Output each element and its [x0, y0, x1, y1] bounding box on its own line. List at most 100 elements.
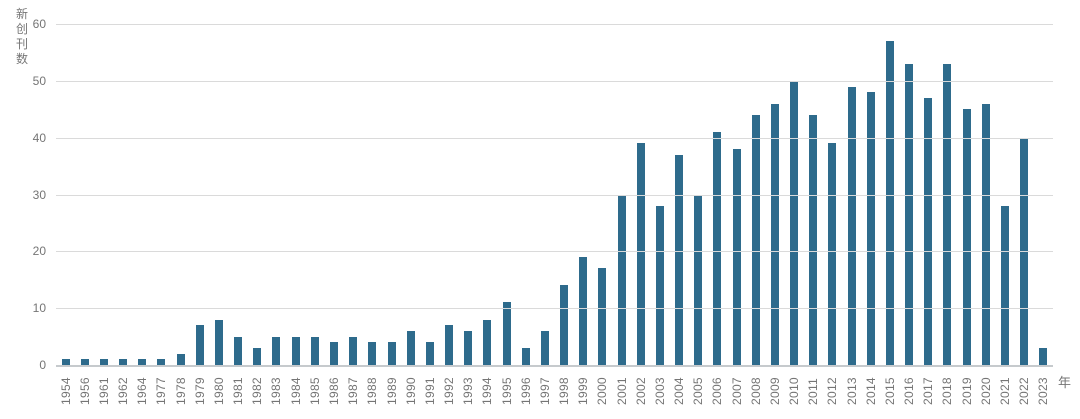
y-tick-label: 20: [32, 244, 46, 259]
plot-area: [56, 24, 1053, 367]
bar: [905, 63, 914, 365]
x-tick-column: 2019: [957, 371, 976, 405]
x-tick-column: 2011: [804, 371, 823, 405]
x-tick-label: 2018: [940, 377, 955, 405]
x-tick-column: 1999: [574, 371, 593, 405]
bar: [99, 359, 108, 365]
bar-column: [286, 24, 305, 365]
x-tick-column: 1987: [344, 371, 363, 405]
bar: [790, 80, 799, 365]
x-tick-label: 2011: [806, 377, 821, 405]
bar: [119, 359, 128, 365]
bar-column: [823, 24, 842, 365]
bar: [885, 41, 894, 365]
bar: [214, 319, 223, 365]
x-tick-label: 2010: [787, 377, 802, 405]
x-tick-label: 1962: [116, 377, 131, 405]
bar-column: [114, 24, 133, 365]
x-tick-label: 1978: [173, 377, 188, 405]
x-tick-column: 2023: [1034, 371, 1053, 405]
bar: [502, 302, 511, 365]
x-tick-label: 1998: [557, 377, 572, 405]
x-tick-label: 2015: [882, 377, 897, 405]
x-tick-column: 2021: [995, 371, 1014, 405]
bar-column: [478, 24, 497, 365]
bar-column: [900, 24, 919, 365]
x-tick-label: 1992: [442, 377, 457, 405]
bar: [138, 359, 147, 365]
x-tick-label: 1991: [422, 377, 437, 405]
x-tick-column: 1990: [401, 371, 420, 405]
y-tick-label: 10: [32, 301, 46, 316]
gridline: [56, 80, 1053, 82]
x-tick-column: 2013: [842, 371, 861, 405]
bar-column: [152, 24, 171, 365]
x-tick-label: 2022: [1017, 377, 1032, 405]
x-tick-label: 2001: [614, 377, 629, 405]
bar: [962, 109, 971, 365]
x-tick-column: 2012: [823, 371, 842, 405]
bar-column: [94, 24, 113, 365]
bar: [195, 325, 204, 365]
bar-column: [133, 24, 152, 365]
bar: [329, 342, 338, 365]
bar-column: [727, 24, 746, 365]
x-tick-column: 1956: [75, 371, 94, 405]
x-tick-label: 1961: [96, 377, 111, 405]
bar-column: [535, 24, 554, 365]
x-tick-column: 1998: [554, 371, 573, 405]
bar: [483, 319, 492, 365]
x-tick-label: 1987: [346, 377, 361, 405]
bar: [675, 154, 684, 365]
x-axis-title: 年: [1058, 375, 1072, 390]
x-tick-label: 1993: [461, 377, 476, 405]
bar: [310, 336, 319, 365]
bar: [521, 347, 530, 365]
x-tick-label: 1985: [307, 377, 322, 405]
x-tick-label: 1982: [250, 377, 265, 405]
x-tick-label: 1964: [135, 377, 150, 405]
x-tick-column: 2004: [670, 371, 689, 405]
x-tick-label: 2008: [748, 377, 763, 405]
bar: [234, 336, 243, 365]
bar-column: [229, 24, 248, 365]
x-tick-column: 2006: [708, 371, 727, 405]
bar-column: [459, 24, 478, 365]
x-tick-label: 2000: [595, 377, 610, 405]
x-tick-label: 1996: [518, 377, 533, 405]
x-tick-column: 1986: [324, 371, 343, 405]
x-tick-column: 1995: [497, 371, 516, 405]
x-tick-label: 2021: [998, 377, 1012, 405]
x-tick-column: 1984: [286, 371, 305, 405]
bar: [847, 86, 856, 365]
bar-column: [516, 24, 535, 365]
bar: [981, 103, 990, 365]
bar: [828, 143, 837, 365]
y-tick-label: 60: [32, 17, 46, 31]
y-tick-label: 50: [32, 73, 46, 88]
bar: [924, 97, 933, 365]
x-tick-label: 1989: [384, 377, 399, 405]
x-tick-column: 2016: [900, 371, 919, 405]
bar: [1039, 347, 1048, 365]
x-tick-column: 1996: [516, 371, 535, 405]
x-tick-label: 1995: [499, 377, 514, 405]
bar-column: [765, 24, 784, 365]
bar-column: [804, 24, 823, 365]
x-tick-label: 1956: [77, 377, 92, 405]
x-tick-column: 1993: [459, 371, 478, 405]
bar-column: [785, 24, 804, 365]
x-tick-column: 2018: [938, 371, 957, 405]
x-tick-label: 2003: [652, 377, 667, 405]
bar-column: [75, 24, 94, 365]
bar-column: [650, 24, 669, 365]
x-tick-label: 2013: [844, 377, 859, 405]
bar-column: [56, 24, 75, 365]
bar-column: [612, 24, 631, 365]
x-tick-label: 1980: [211, 377, 226, 405]
bar: [732, 149, 741, 365]
gridline: [56, 251, 1053, 253]
x-tick-column: 1997: [535, 371, 554, 405]
bar: [598, 268, 607, 365]
bar: [425, 342, 434, 365]
